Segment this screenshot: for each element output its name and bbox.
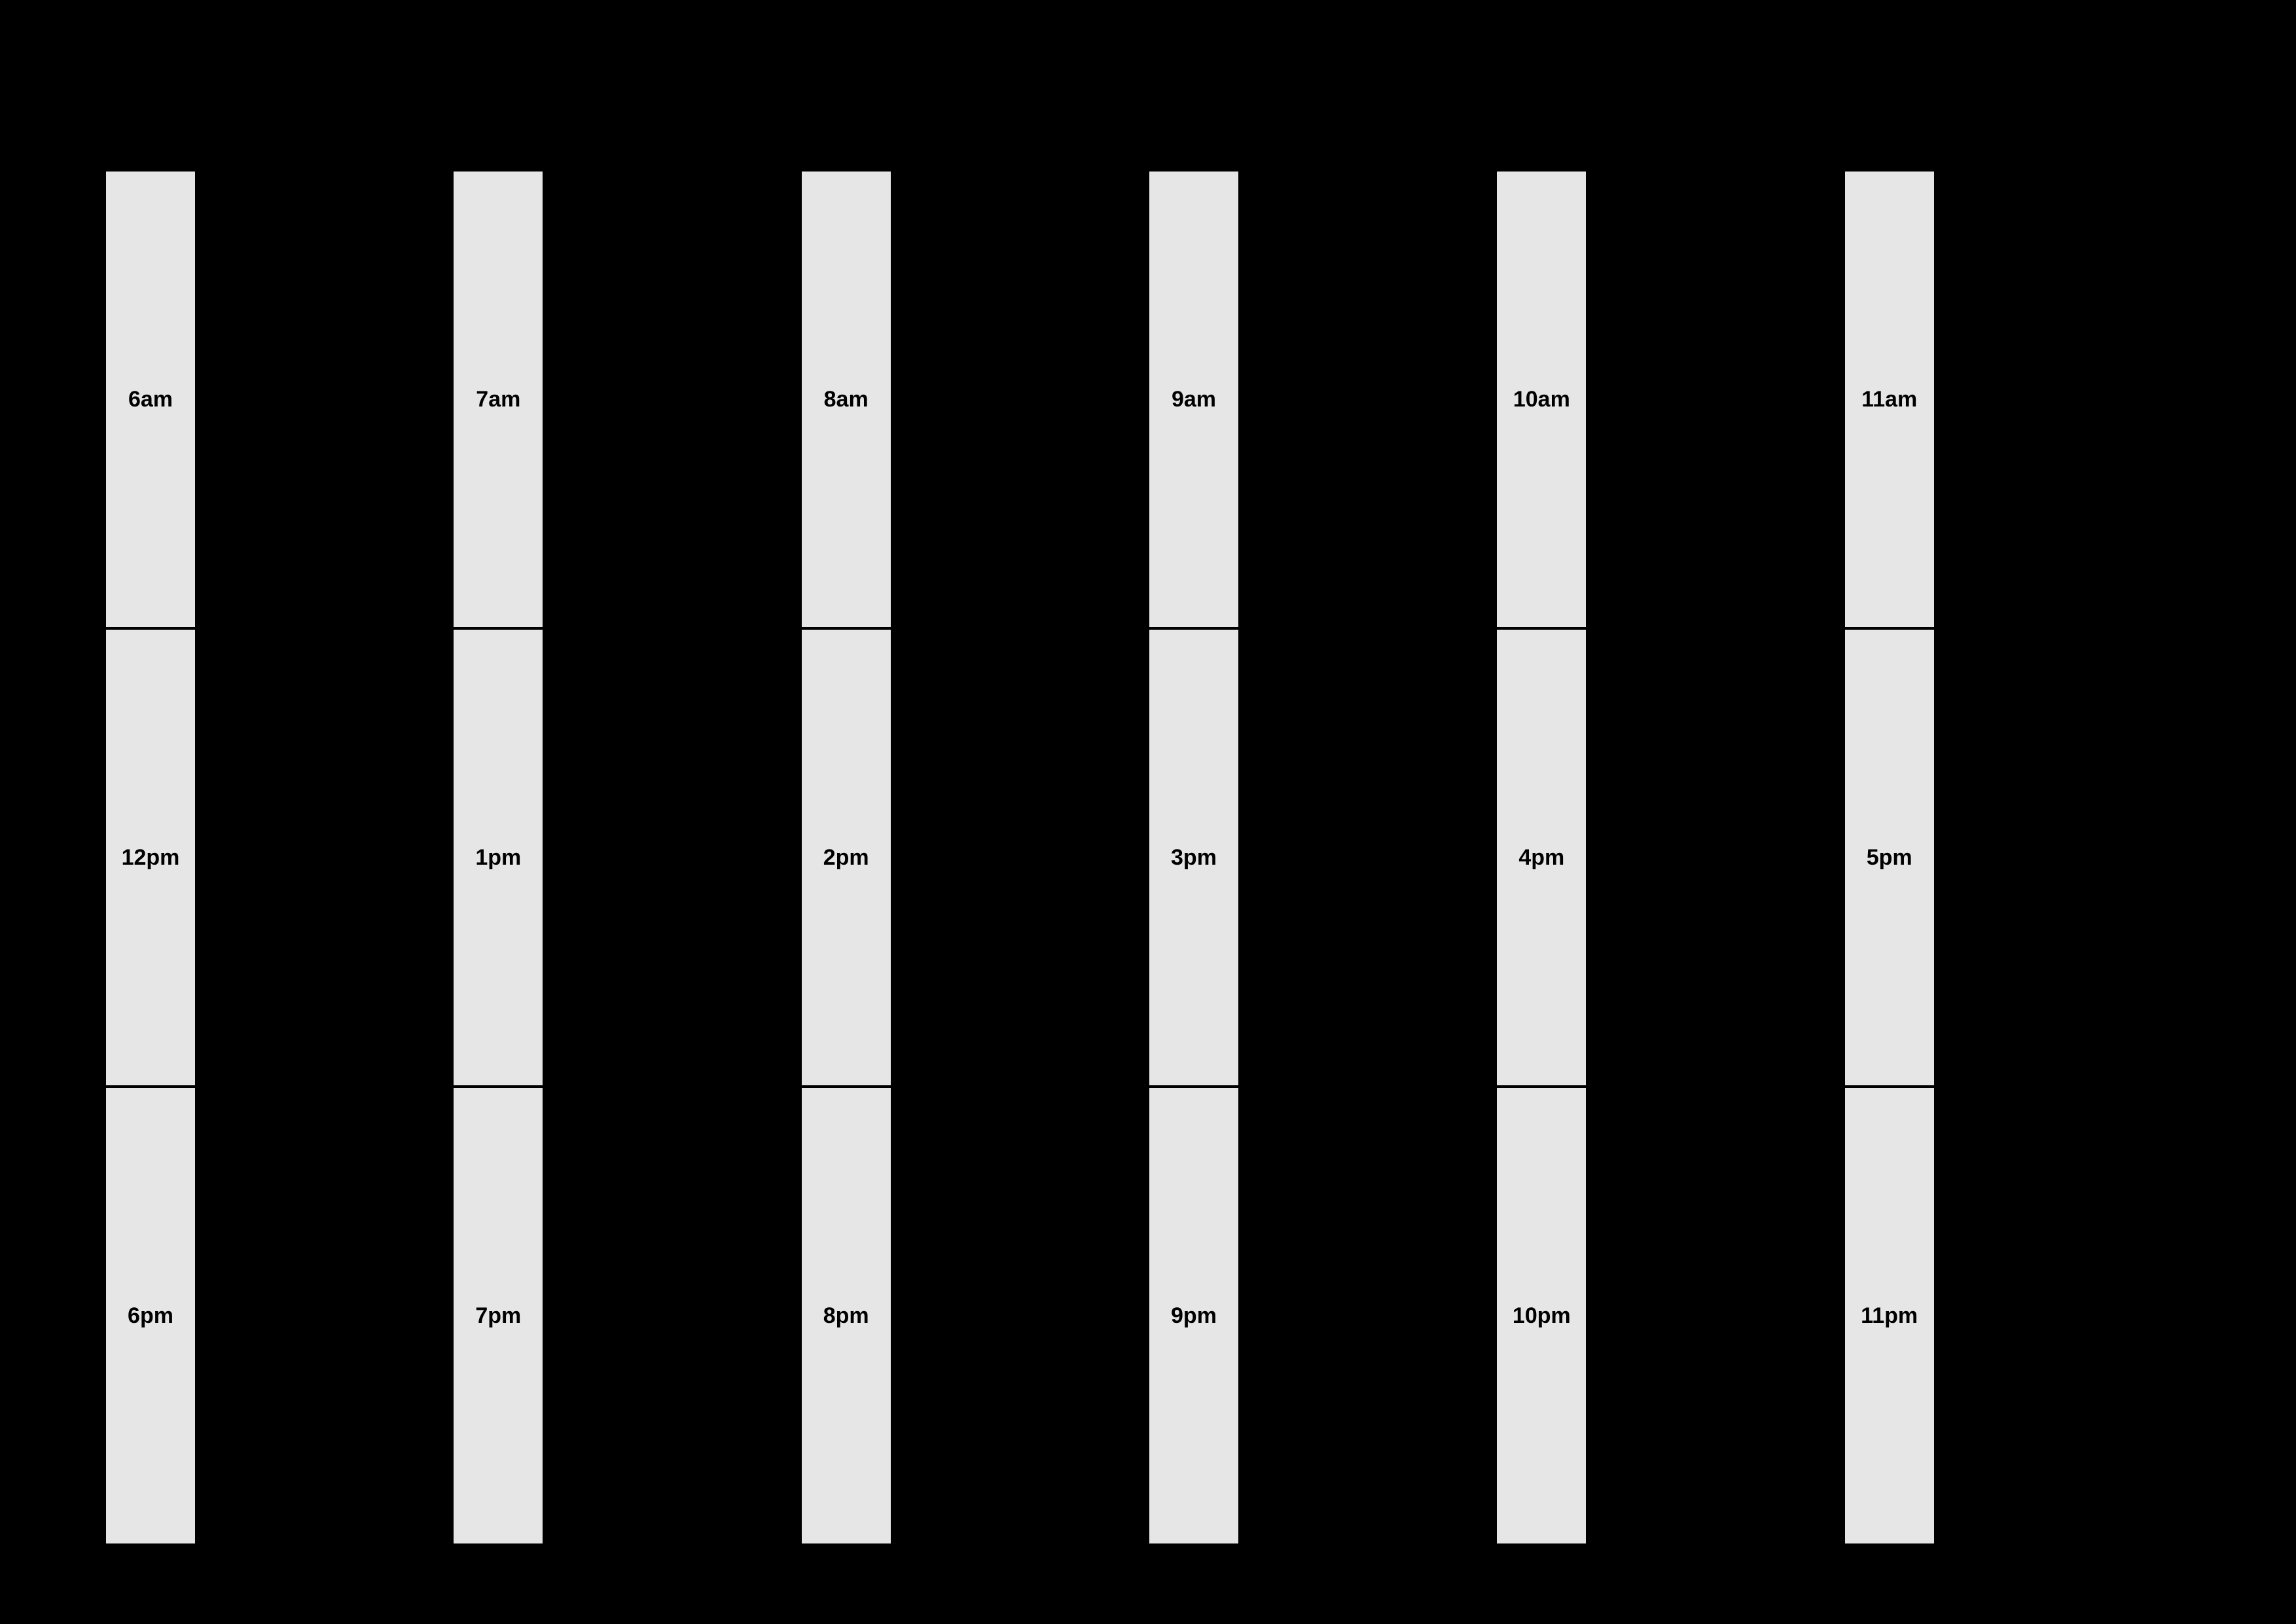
time-column: 11am (1845, 171, 1937, 627)
hour-content[interactable] (1588, 1088, 1842, 1543)
time-label: 6am (128, 387, 173, 412)
hour-content[interactable] (545, 630, 798, 1085)
hour-cell: 12pm (103, 627, 454, 1088)
hour-content[interactable] (1241, 1088, 1494, 1543)
time-column: 5pm (1845, 630, 1937, 1085)
hour-content[interactable] (1937, 1088, 2190, 1543)
hour-content[interactable] (1937, 171, 2190, 627)
time-label: 9am (1172, 387, 1216, 412)
time-column: 10pm (1497, 1088, 1588, 1543)
hour-cell: 7pm (451, 1085, 801, 1546)
time-column: 3pm (1149, 630, 1241, 1085)
time-label: 6pm (128, 1303, 173, 1329)
hour-content[interactable] (893, 1088, 1147, 1543)
time-column: 12pm (106, 630, 198, 1085)
time-label: 4pm (1518, 845, 1564, 871)
hour-cell: 4pm (1494, 627, 1844, 1088)
time-label: 9pm (1171, 1303, 1217, 1329)
time-label: 3pm (1171, 845, 1217, 871)
hour-content[interactable] (545, 171, 798, 627)
hour-cell: 5pm (1842, 627, 2193, 1088)
time-column: 8pm (802, 1088, 893, 1543)
time-column: 1pm (454, 630, 545, 1085)
time-label: 2pm (823, 845, 869, 871)
hour-content[interactable] (893, 171, 1147, 627)
time-column: 6am (106, 171, 198, 627)
time-column: 6pm (106, 1088, 198, 1543)
hour-grid: 6am 7am 8am 9am 10am (105, 170, 2191, 1545)
hour-cell: 6pm (103, 1085, 454, 1546)
hour-cell: 7am (451, 169, 801, 630)
time-column: 2pm (802, 630, 893, 1085)
hour-content[interactable] (198, 1088, 451, 1543)
hour-cell: 10am (1494, 169, 1844, 630)
time-column: 7am (454, 171, 545, 627)
time-label: 11am (1861, 387, 1917, 412)
time-column: 4pm (1497, 630, 1588, 1085)
time-label: 7pm (475, 1303, 521, 1329)
hour-content[interactable] (1241, 630, 1494, 1085)
time-column: 11pm (1845, 1088, 1937, 1543)
hour-cell: 9am (1147, 169, 1497, 630)
time-label: 8pm (823, 1303, 869, 1329)
hour-cell: 11am (1842, 169, 2193, 630)
hour-cell: 1pm (451, 627, 801, 1088)
time-column: 7pm (454, 1088, 545, 1543)
time-column: 9pm (1149, 1088, 1241, 1543)
time-label: 12pm (122, 845, 180, 871)
hour-content[interactable] (1241, 171, 1494, 627)
time-label: 7am (476, 387, 520, 412)
time-column: 9am (1149, 171, 1241, 627)
time-label: 11pm (1861, 1303, 1918, 1329)
hour-cell: 10pm (1494, 1085, 1844, 1546)
hour-content[interactable] (1588, 171, 1842, 627)
time-label: 10am (1513, 387, 1570, 412)
time-label: 1pm (475, 845, 521, 871)
hour-content[interactable] (545, 1088, 798, 1543)
hour-cell: 6am (103, 169, 454, 630)
hour-cell: 3pm (1147, 627, 1497, 1088)
hour-content[interactable] (893, 630, 1147, 1085)
hour-content[interactable] (1588, 630, 1842, 1085)
hour-cell: 8am (799, 169, 1149, 630)
hour-content[interactable] (198, 630, 451, 1085)
hour-content[interactable] (1937, 630, 2190, 1085)
daily-planner-page: 6am 7am 8am 9am 10am (0, 0, 2296, 1624)
hour-cell: 9pm (1147, 1085, 1497, 1546)
hour-cell: 11pm (1842, 1085, 2193, 1546)
time-label: 8am (824, 387, 869, 412)
hour-cell: 2pm (799, 627, 1149, 1088)
time-label: 10pm (1513, 1303, 1571, 1329)
time-column: 10am (1497, 171, 1588, 627)
time-column: 8am (802, 171, 893, 627)
page-title (105, 79, 2191, 131)
time-label: 5pm (1867, 845, 1912, 871)
hour-cell: 8pm (799, 1085, 1149, 1546)
hour-content[interactable] (198, 171, 451, 627)
